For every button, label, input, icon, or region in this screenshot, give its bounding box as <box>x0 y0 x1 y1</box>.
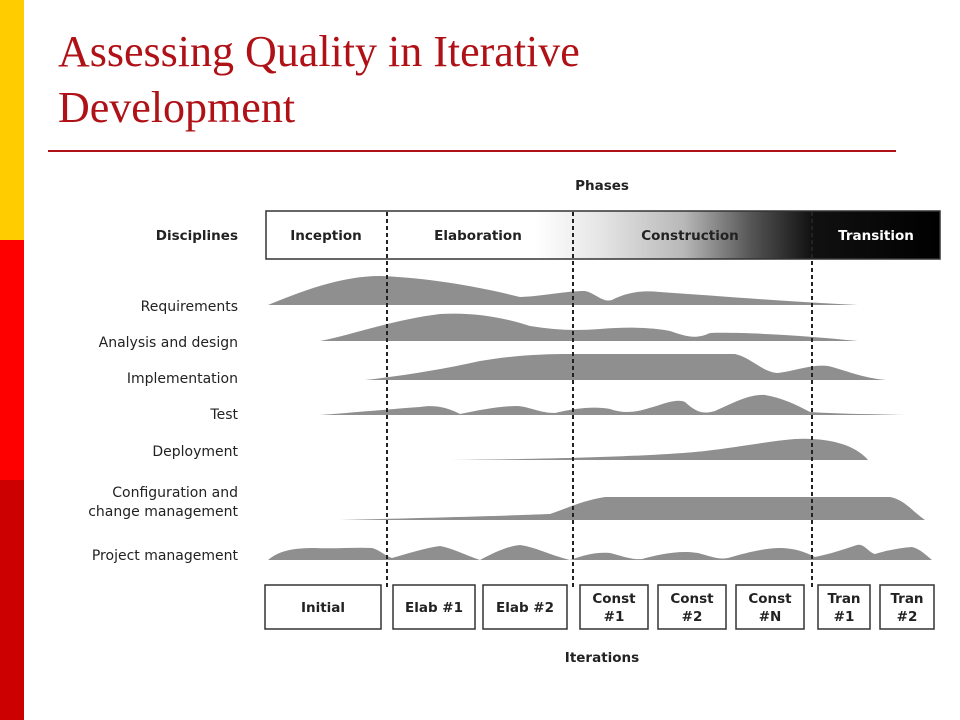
iteration-box-const-1 <box>579 584 649 630</box>
discipline-label-config-line-2: change management <box>88 504 238 520</box>
iteration-label-const-2-line-1: Const <box>670 591 714 607</box>
iteration-label-const-2-line-2: #2 <box>682 609 703 625</box>
iteration-label-tran-1-line-2: #1 <box>834 609 855 625</box>
iteration-box-initial <box>264 584 382 630</box>
disciplines-header: Disciplines <box>156 228 238 244</box>
iteration-label-const-1-line-2: #1 <box>604 609 625 625</box>
iterations-header: Iterations <box>565 650 639 666</box>
accent-band-dark-red <box>0 480 24 720</box>
discipline-label-deployment: Deployment <box>152 444 238 460</box>
effort-curve-deployment <box>450 438 868 460</box>
iteration-label-initial: Initial <box>301 600 345 616</box>
effort-curve-test <box>320 394 906 415</box>
phase-label-inception: Inception <box>290 228 361 244</box>
accent-band-yellow <box>0 0 24 240</box>
effort-curve-implementation <box>365 354 886 380</box>
iteration-box-elab-2 <box>482 584 568 630</box>
discipline-label-analysis-design: Analysis and design <box>99 335 238 351</box>
phase-bar <box>265 210 941 260</box>
accent-band-red <box>0 240 24 480</box>
phase-label-transition: Transition <box>838 228 914 244</box>
discipline-label-config-line-1: Configuration and <box>112 485 238 501</box>
discipline-label-project-management: Project management <box>92 548 239 564</box>
iteration-label-tran-2-line-2: #2 <box>897 609 918 625</box>
iteration-label-elab-1: Elab #1 <box>405 600 463 616</box>
title-line-1: Assessing Quality in Iterative <box>58 27 580 76</box>
iteration-label-tran-1-line-1: Tran <box>827 591 860 607</box>
effort-curve-analysis-design <box>320 313 858 341</box>
effort-curve-project-management <box>268 544 932 560</box>
iteration-label-const-n-line-2: #N <box>759 609 782 625</box>
phases-header: Phases <box>575 178 629 194</box>
iteration-label-const-n-line-1: Const <box>748 591 792 607</box>
iteration-label-const-1-line-1: Const <box>592 591 636 607</box>
title-line-2: Development <box>58 83 296 132</box>
discipline-label-requirements: Requirements <box>141 299 238 315</box>
iteration-label-tran-2-line-1: Tran <box>890 591 923 607</box>
iteration-box-tran-2 <box>879 584 935 630</box>
title-underline <box>48 150 896 152</box>
slide-title: Assessing Quality in Iterative Developme… <box>58 24 918 136</box>
iteration-box-const-n <box>735 584 805 630</box>
iteration-box-tran-1 <box>817 584 871 630</box>
iteration-box-elab-1 <box>392 584 476 630</box>
iteration-box-const-2 <box>657 584 727 630</box>
effort-curve-config-change-mgmt <box>340 497 925 520</box>
discipline-label-test: Test <box>209 407 238 423</box>
phase-label-construction: Construction <box>641 228 739 244</box>
phase-label-elaboration: Elaboration <box>434 228 522 244</box>
iteration-label-elab-2: Elab #2 <box>496 600 554 616</box>
discipline-label-implementation: Implementation <box>127 371 238 387</box>
effort-curve-requirements <box>268 276 858 305</box>
